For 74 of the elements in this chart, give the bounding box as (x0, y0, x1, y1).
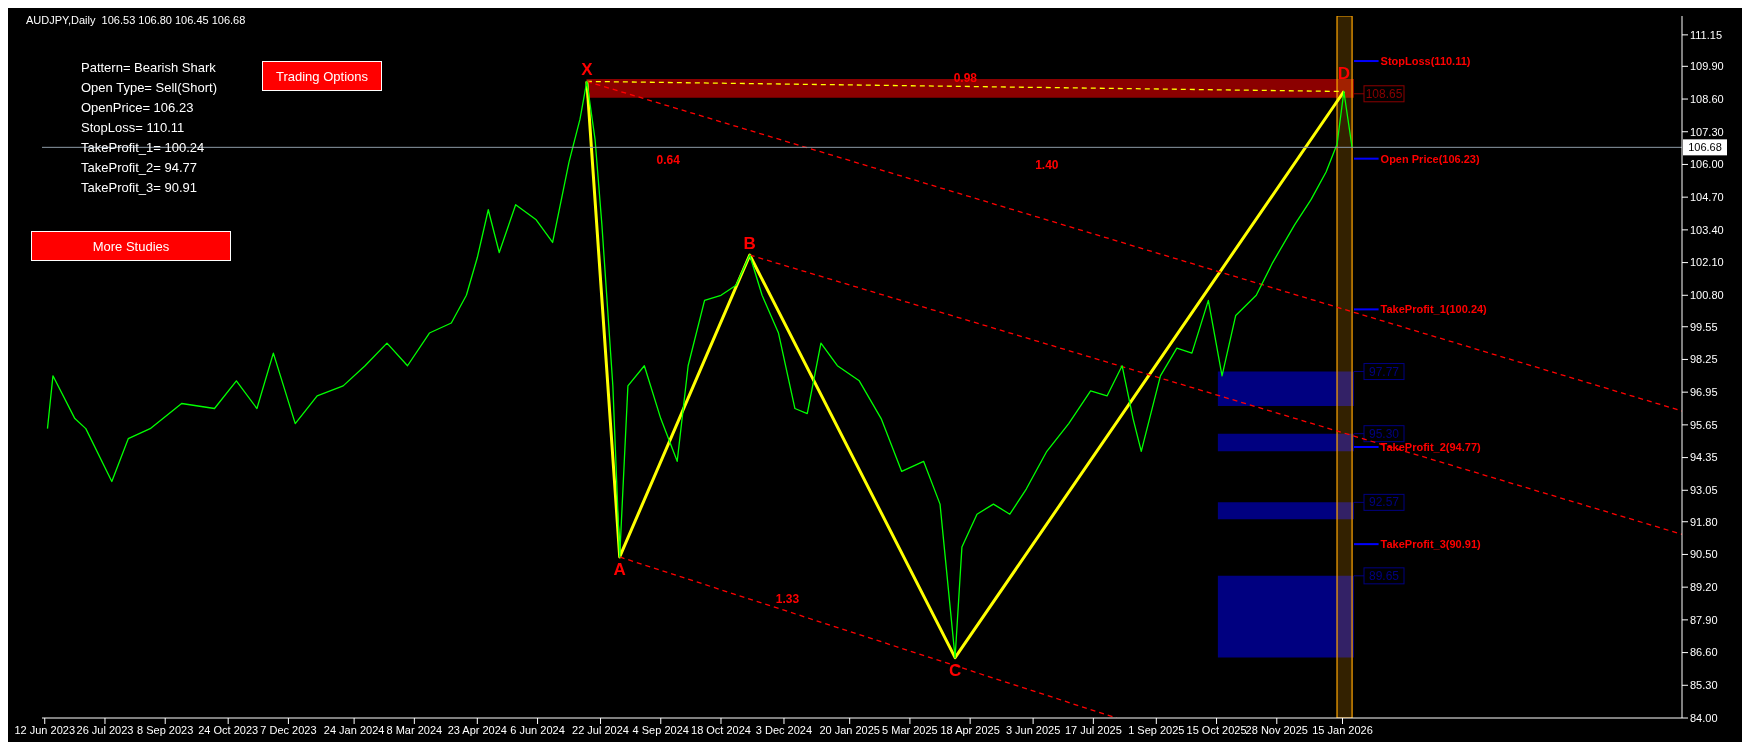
annotation: 0.64 (656, 153, 681, 168)
x-tick-label: 4 Sep 2024 (632, 723, 689, 736)
x-tick-label: 17 Jul 2025 (1064, 723, 1122, 736)
x-tick-label: 26 Jul 2023 (76, 723, 134, 736)
annotation: B (743, 234, 756, 254)
y-tick-label: 96.95 (1690, 386, 1718, 399)
x-tick-label: 12 Jun 2023 (14, 723, 76, 736)
x-tick-label: 28 Nov 2025 (1245, 723, 1308, 736)
y-tick-label: 85.30 (1690, 679, 1718, 692)
annotation: A (613, 560, 626, 580)
y-tick-label: 94.35 (1690, 451, 1718, 464)
y-tick-label: 109.90 (1690, 60, 1724, 73)
y-tick-label: 111.15 (1690, 28, 1723, 41)
x-tick-label: 8 Mar 2024 (386, 723, 443, 736)
x-tick-label: 15 Jan 2026 (1312, 723, 1373, 736)
y-tick-label: 107.30 (1690, 125, 1724, 138)
y-tick-label: 102.10 (1690, 256, 1724, 269)
annotation: D (1337, 64, 1351, 84)
y-tick-label: 93.05 (1690, 484, 1718, 497)
annotation: StopLoss= 110.11 (81, 120, 185, 135)
annotation: Pattern= Bearish Shark (81, 60, 216, 75)
x-tick-label: 6 Jun 2024 (510, 723, 565, 736)
annotation: OpenPrice= 106.23 (81, 100, 194, 115)
annotation: TakeProfit_3= 90.91 (81, 180, 197, 195)
ref-line-label: TakeProfit_2(94.77) (1380, 441, 1481, 454)
y-tick-label: 108.60 (1690, 92, 1724, 105)
x-tick-label: 22 Jul 2024 (572, 723, 629, 736)
y-tick-label: 89.20 (1690, 581, 1718, 594)
x-tick-label: 8 Sep 2023 (137, 723, 194, 736)
x-tick-label: 15 Oct 2025 (1186, 723, 1247, 736)
x-tick-label: 3 Dec 2024 (755, 723, 813, 736)
band-label: 95.30 (1368, 426, 1400, 441)
y-tick-label: 95.65 (1690, 418, 1718, 431)
annotation: X (581, 60, 594, 80)
y-tick-label: 100.80 (1690, 289, 1724, 302)
ref-line-label: 106.68 (1688, 141, 1722, 154)
band-label: 97.77 (1368, 364, 1400, 379)
y-tick-label: 98.25 (1690, 353, 1718, 366)
x-tick-label: 24 Jan 2024 (323, 723, 385, 736)
x-tick-label: 3 Jun 2025 (1005, 723, 1061, 736)
annotation: TakeProfit_2= 94.77 (81, 160, 197, 175)
annotation: Open Type= Sell(Short) (81, 80, 217, 95)
x-tick-label: 18 Oct 2024 (691, 723, 751, 736)
y-tick-label: 87.90 (1690, 613, 1718, 626)
chart-title: AUDJPY,Daily 106.53 106.80 106.45 106.68 (26, 14, 246, 26)
y-tick-label: 90.50 (1690, 548, 1718, 561)
x-tick-label: 18 Apr 2025 (940, 723, 1000, 736)
y-tick-label: 84.00 (1690, 711, 1718, 724)
y-tick-label: 86.60 (1690, 646, 1718, 659)
x-tick-label: 1 Sep 2025 (1128, 723, 1185, 736)
annotation: 1.33 (775, 592, 800, 607)
band-label: 89.65 (1368, 568, 1400, 583)
x-tick-label: 5 Mar 2025 (882, 723, 938, 736)
x-tick-label: 20 Jan 2025 (819, 723, 880, 736)
button: Trading Options (262, 61, 382, 91)
x-tick-label: 24 Oct 2023 (198, 723, 259, 736)
x-tick-label: 23 Apr 2024 (447, 723, 507, 736)
y-tick-label: 106.00 (1690, 158, 1724, 171)
y-tick-label: 104.70 (1690, 191, 1724, 204)
ref-line-label: Open Price(106.23) (1380, 152, 1480, 165)
y-tick-label: 99.55 (1690, 320, 1718, 333)
annotation: TakeProfit_1= 100.24 (81, 140, 205, 155)
y-tick-label: 103.40 (1690, 223, 1724, 236)
button: More Studies (31, 231, 231, 261)
band-label: 92.57 (1368, 495, 1400, 510)
annotation: C (948, 660, 962, 680)
annotation: 1.40 (1035, 158, 1059, 173)
ref-line-label: StopLoss(110.11) (1380, 55, 1471, 68)
y-tick-label: 91.80 (1690, 515, 1718, 528)
ref-line-label: TakeProfit_1(100.24) (1380, 303, 1488, 316)
band-label: 108.65 (1365, 86, 1403, 101)
x-tick-label: 7 Dec 2023 (260, 723, 317, 736)
annotation: 0.98 (953, 71, 978, 86)
ref-line-label: TakeProfit_3(90.91) (1380, 538, 1481, 551)
